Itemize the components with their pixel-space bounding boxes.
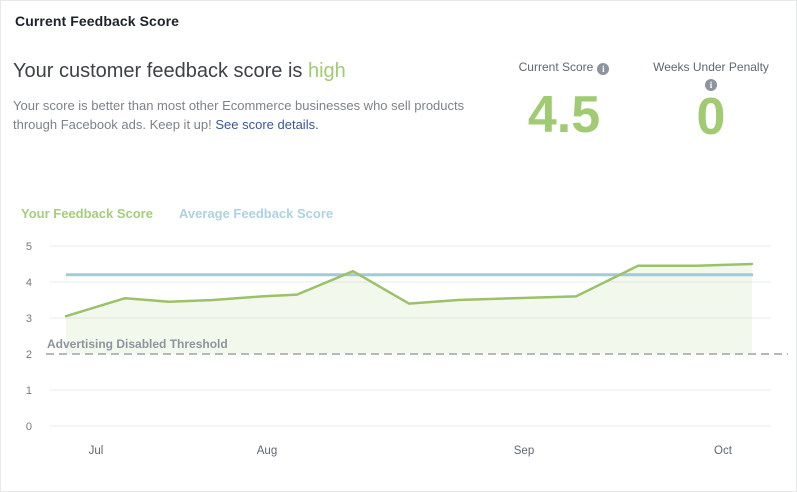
score-area-fill bbox=[66, 264, 752, 354]
weeks-under-penalty-value: 0 bbox=[696, 88, 726, 146]
feedback-description: Your score is better than most other Eco… bbox=[13, 96, 465, 134]
weeks-under-penalty-stat: Weeks Under Penalty i 0 bbox=[646, 59, 776, 143]
threshold-label: Advertising Disabled Threshold bbox=[47, 337, 228, 351]
current-score-label-row: Current Score i bbox=[519, 59, 610, 75]
feedback-chart: 0 1 2 3 4 5 Advertising Disabled Threshold Jul A… bbox=[26, 241, 788, 457]
stats-row: Current Score i 4.5 Weeks Under Penalty i… bbox=[499, 59, 776, 143]
current-score-value: 4.5 bbox=[527, 86, 601, 144]
x-axis-month-label: Aug bbox=[257, 445, 277, 457]
weeks-under-penalty-label: Weeks Under Penalty bbox=[653, 60, 769, 74]
y-axis-tick-label: 2 bbox=[26, 349, 32, 361]
chart-legend: Your Feedback Score Average Feedback Sco… bbox=[21, 206, 333, 221]
y-axis-tick-label: 5 bbox=[26, 241, 32, 253]
legend-your-feedback-score[interactable]: Your Feedback Score bbox=[21, 206, 153, 221]
your-score-line[interactable] bbox=[64, 262, 754, 318]
y-axis-tick-label: 0 bbox=[26, 421, 32, 433]
info-icon[interactable]: i bbox=[705, 79, 717, 91]
card-title: Current Feedback Score bbox=[15, 13, 180, 29]
see-score-details-link[interactable]: See score details. bbox=[215, 117, 319, 132]
feedback-headline: Your customer feedback score is high bbox=[13, 60, 346, 83]
current-score-stat: Current Score i 4.5 bbox=[499, 59, 629, 143]
headline-status: high bbox=[307, 60, 346, 82]
headline-text: Your customer feedback score is bbox=[13, 60, 308, 82]
weeks-under-penalty-label-row: Weeks Under Penalty i bbox=[653, 59, 769, 91]
y-axis-tick-label: 1 bbox=[26, 385, 32, 397]
legend-average-feedback-score[interactable]: Average Feedback Score bbox=[178, 206, 334, 221]
x-axis-month-label: Oct bbox=[714, 445, 733, 457]
y-axis-tick-label: 3 bbox=[26, 313, 32, 325]
description-text: Your score is better than most other Eco… bbox=[13, 98, 465, 132]
current-score-label: Current Score bbox=[518, 60, 594, 74]
x-axis-month-label: Jul bbox=[89, 445, 104, 457]
x-axis-month-label: Sep bbox=[514, 445, 534, 457]
info-icon[interactable]: i bbox=[597, 63, 610, 75]
y-axis-tick-label: 4 bbox=[26, 277, 32, 289]
